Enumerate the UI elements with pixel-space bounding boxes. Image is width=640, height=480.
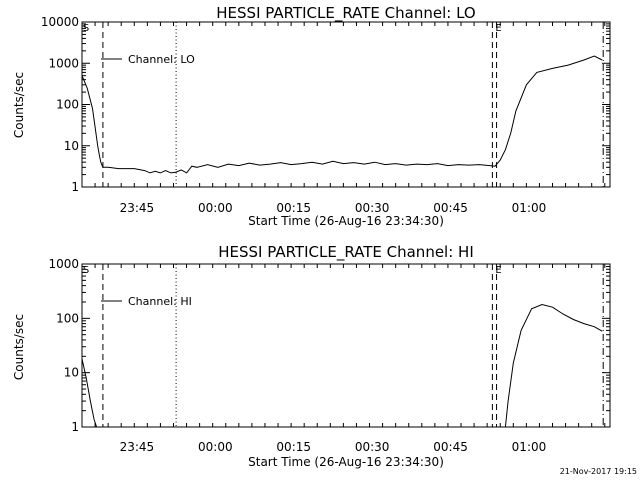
legend-label: Channel: HI bbox=[128, 295, 192, 308]
x-tick-label: 00:15 bbox=[276, 201, 311, 215]
x-tick-label: 01:00 bbox=[512, 440, 547, 454]
x-tick-label: 00:30 bbox=[355, 440, 390, 454]
x-tick-label: 01:00 bbox=[512, 201, 547, 215]
end-marker: E bbox=[495, 23, 501, 34]
series-line bbox=[81, 55, 603, 174]
chart-panel-1: HESSI PARTICLE_RATE Channel: HI 1 10 100 100… bbox=[12, 243, 611, 469]
chart-title: HESSI PARTICLE_RATE Channel: HI bbox=[218, 243, 474, 262]
generated-timestamp: 21-Nov-2017 19:15 bbox=[560, 467, 637, 476]
x-tick-label: 00:45 bbox=[433, 201, 468, 215]
x-tick-label: 23:45 bbox=[120, 201, 155, 215]
start-marker: S bbox=[83, 265, 89, 276]
x-tick-label: 00:15 bbox=[276, 440, 311, 454]
y-tick-label: 10000 bbox=[41, 15, 79, 29]
plot-frame bbox=[81, 263, 611, 428]
x-tick-label: 00:00 bbox=[198, 440, 233, 454]
x-tick-label: 23:45 bbox=[120, 440, 155, 454]
legend-label: Channel: LO bbox=[128, 53, 195, 66]
x-axis-label: Start Time (26-Aug-16 23:34:30) bbox=[248, 214, 444, 228]
series-line bbox=[81, 303, 603, 428]
y-tick-label: 1000 bbox=[48, 257, 79, 271]
y-axis-label: Counts/sec bbox=[12, 314, 26, 380]
plot-frame bbox=[81, 21, 611, 188]
y-tick-label: 10 bbox=[64, 139, 79, 153]
y-axis-label: Counts/sec bbox=[12, 72, 26, 138]
x-axis-label: Start Time (26-Aug-16 23:34:30) bbox=[248, 455, 444, 469]
y-tick-label: 1 bbox=[71, 420, 79, 434]
start-marker: S bbox=[83, 23, 89, 34]
x-tick-label: 00:00 bbox=[198, 201, 233, 215]
end-marker: E bbox=[495, 265, 501, 276]
x-tick-label: 00:30 bbox=[355, 201, 390, 215]
y-tick-label: 10 bbox=[64, 366, 79, 380]
x-tick-label: 00:45 bbox=[433, 440, 468, 454]
y-tick-label: 1 bbox=[71, 180, 79, 194]
y-tick-label: 100 bbox=[56, 311, 79, 325]
chart-panel-0: HESSI PARTICLE_RATE Channel: LO 1 10 100 100… bbox=[12, 4, 611, 228]
y-tick-label: 100 bbox=[56, 98, 79, 112]
y-tick-label: 1000 bbox=[48, 56, 79, 70]
chart-title: HESSI PARTICLE_RATE Channel: LO bbox=[216, 4, 475, 23]
